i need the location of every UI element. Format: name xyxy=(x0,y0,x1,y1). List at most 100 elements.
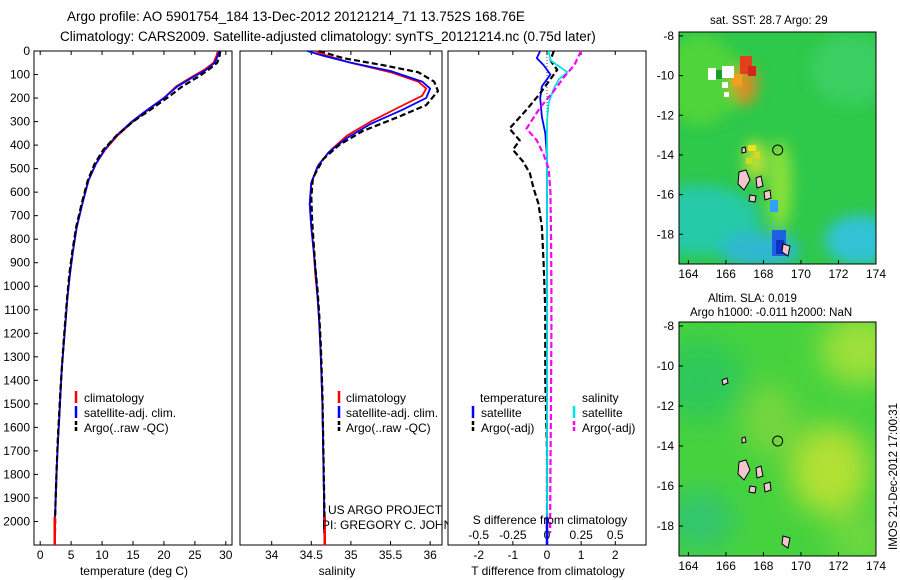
s-difference-xlabel: S difference from climatology xyxy=(473,513,628,527)
depth-tick-label: 200 xyxy=(10,91,30,105)
legend-label-satellite: satellite-adj. clim. xyxy=(346,406,438,420)
sst-map-title: sat. SST: 28.7 Argo: 29 xyxy=(710,15,828,27)
s-difference-tick-label: 0.5 xyxy=(607,528,624,542)
depth-tick-label: 1900 xyxy=(3,491,30,505)
imos-stamp: IMOS 21-Dec-2012 17:00:31 xyxy=(888,403,900,550)
salinity-tick-label: 36 xyxy=(423,548,437,562)
sla-lat-tick-label: -12 xyxy=(657,399,675,413)
temperature-panel: 0100200300400500600700800900100011001200… xyxy=(3,44,233,578)
sla-lat-ticks: -8 -10 -12 -14 -16 -18 xyxy=(657,319,683,533)
depth-tick-label: 600 xyxy=(10,185,30,199)
sla-lat-tick-label: -10 xyxy=(657,359,675,373)
sla-heatmap xyxy=(679,322,876,556)
salinity-panel: 34 34.5 35 35.5 36 salinity climatology sate… xyxy=(239,49,478,578)
salinity-axis-ticks: 34 34.5 35 35.5 36 xyxy=(265,51,437,562)
depth-tick-label: 1200 xyxy=(3,326,30,340)
sst-lon-tick-label: 164 xyxy=(678,267,698,281)
depth-tick-label: 1400 xyxy=(3,373,30,387)
legend-label-argo: Argo(..raw -QC) xyxy=(84,421,169,435)
temperature-series-argo-raw-qc- xyxy=(53,50,222,534)
difference-tick-label: 2 xyxy=(612,548,619,562)
legend-title-salinity: salinity xyxy=(582,391,619,405)
sst-lat-tick-label: -14 xyxy=(657,148,675,162)
depth-tick-label: 1300 xyxy=(3,350,30,364)
sla-map-panel: Altim. SLA: 0.019 Argo h1000: -0.011 h20… xyxy=(657,293,887,573)
sst-lat-tick-label: -8 xyxy=(663,29,674,43)
depth-tick-label: 300 xyxy=(10,115,30,129)
temperature-axes xyxy=(33,50,233,546)
salinity-profiles xyxy=(307,49,440,545)
sst-map-frame xyxy=(678,31,877,265)
depth-tick-label: 900 xyxy=(10,256,30,270)
sla-lon-tick-label: 168 xyxy=(753,559,773,573)
sst-lon-ticks: 164 166 168 170 172 174 xyxy=(678,260,886,281)
sst-lat-tick-label: -18 xyxy=(657,227,675,241)
argo-float-marker xyxy=(772,435,784,447)
sla-map-frame xyxy=(678,321,877,557)
sst-lat-tick-label: -10 xyxy=(657,69,675,83)
difference-tick-label: -1 xyxy=(508,548,519,562)
salinity-legend: climatology satellite-adj. clim. Argo(..… xyxy=(337,391,438,435)
depth-tick-label: 1700 xyxy=(3,444,30,458)
depth-tick-label: 0 xyxy=(23,44,30,58)
difference-tick-label: 0 xyxy=(544,548,551,562)
temperature-tick-label: 0 xyxy=(37,548,44,562)
depth-tick-label: 2000 xyxy=(3,514,30,528)
depth-tick-label: 800 xyxy=(10,232,30,246)
t-difference-xlabel: T difference from climatology xyxy=(471,564,625,578)
depth-tick-label: 1800 xyxy=(3,467,30,481)
s-difference-tick-label: -0.5 xyxy=(468,528,489,542)
sst-lat-tick-label: -12 xyxy=(657,108,675,122)
temperature-xlabel: temperature (deg C) xyxy=(80,564,188,578)
salinity-axes xyxy=(239,50,443,546)
legend-label-climatology: climatology xyxy=(84,391,144,405)
depth-tick-label: 1100 xyxy=(4,303,30,317)
sst-lat-ticks: -8 -10 -12 -14 -16 -18 xyxy=(657,29,683,241)
credit-pi: PI: GREGORY C. JOHNSON xyxy=(322,518,478,532)
figure-title-line2: Climatology: CARS2009. Satellite-adjuste… xyxy=(60,29,596,44)
sla-lon-ticks: 164 166 168 170 172 174 xyxy=(678,552,886,573)
legend-title-temperature: temperature xyxy=(480,391,545,405)
difference-tick-label: -2 xyxy=(473,548,484,562)
sla-lon-tick-label: 166 xyxy=(716,559,736,573)
sst-lon-tick-label: 174 xyxy=(866,267,886,281)
sst-lon-tick-label: 170 xyxy=(791,267,811,281)
difference-series-salinity-satellite xyxy=(546,50,569,534)
sla-lon-tick-label: 174 xyxy=(866,559,886,573)
salinity-tick-label: 34 xyxy=(265,548,279,562)
sla-lat-tick-label: -16 xyxy=(657,479,675,493)
credit-project: US ARGO PROJECT xyxy=(328,503,443,517)
sst-lat-tick-label: -16 xyxy=(657,188,675,202)
temperature-axis-ticks: 0 5 10 15 20 25 30 xyxy=(37,51,233,562)
difference-legend: temperature salinity satellite Argo(-adj… xyxy=(471,391,635,435)
temperature-tick-label: 25 xyxy=(188,548,202,562)
depth-tick-label: 500 xyxy=(10,162,30,176)
sla-map-title: Altim. SLA: 0.019 xyxy=(708,293,797,305)
s-difference-tick-label: 0.25 xyxy=(569,528,593,542)
temperature-tick-label: 5 xyxy=(68,548,75,562)
legend-label-t-argo: Argo(-adj) xyxy=(481,421,534,435)
sst-lon-tick-label: 166 xyxy=(716,267,736,281)
argo-float-marker xyxy=(772,144,784,156)
salinity-tick-label: 35.5 xyxy=(379,548,403,562)
depth-tick-label: 700 xyxy=(10,209,30,223)
sla-lat-tick-label: -14 xyxy=(657,439,675,453)
legend-label-s-argo: Argo(-adj) xyxy=(582,421,635,435)
legend-label-s-satellite: satellite xyxy=(582,406,623,420)
legend-label-argo: Argo(..raw -QC) xyxy=(346,421,431,435)
sst-map-panel: sat. SST: 28.7 Argo: 29 xyxy=(657,15,887,281)
temperature-tick-label: 15 xyxy=(126,548,140,562)
depth-tick-label: 400 xyxy=(10,138,30,152)
depth-tick-label: 100 xyxy=(10,68,30,82)
figure-title-line1: Argo profile: AO 5901754_184 13-Dec-2012… xyxy=(67,9,525,24)
salinity-series-argo-raw-qc- xyxy=(310,49,440,534)
legend-label-climatology: climatology xyxy=(346,391,406,405)
temperature-tick-label: 30 xyxy=(219,548,233,562)
difference-series-temperature-argo-adj- xyxy=(508,50,559,534)
depth-axis-ticks: 0 100 200 300 400 500 600 700 800 900 1000 1100 1200… xyxy=(3,44,38,528)
difference-profiles xyxy=(508,50,583,545)
sst-lon-tick-label: 172 xyxy=(828,267,848,281)
